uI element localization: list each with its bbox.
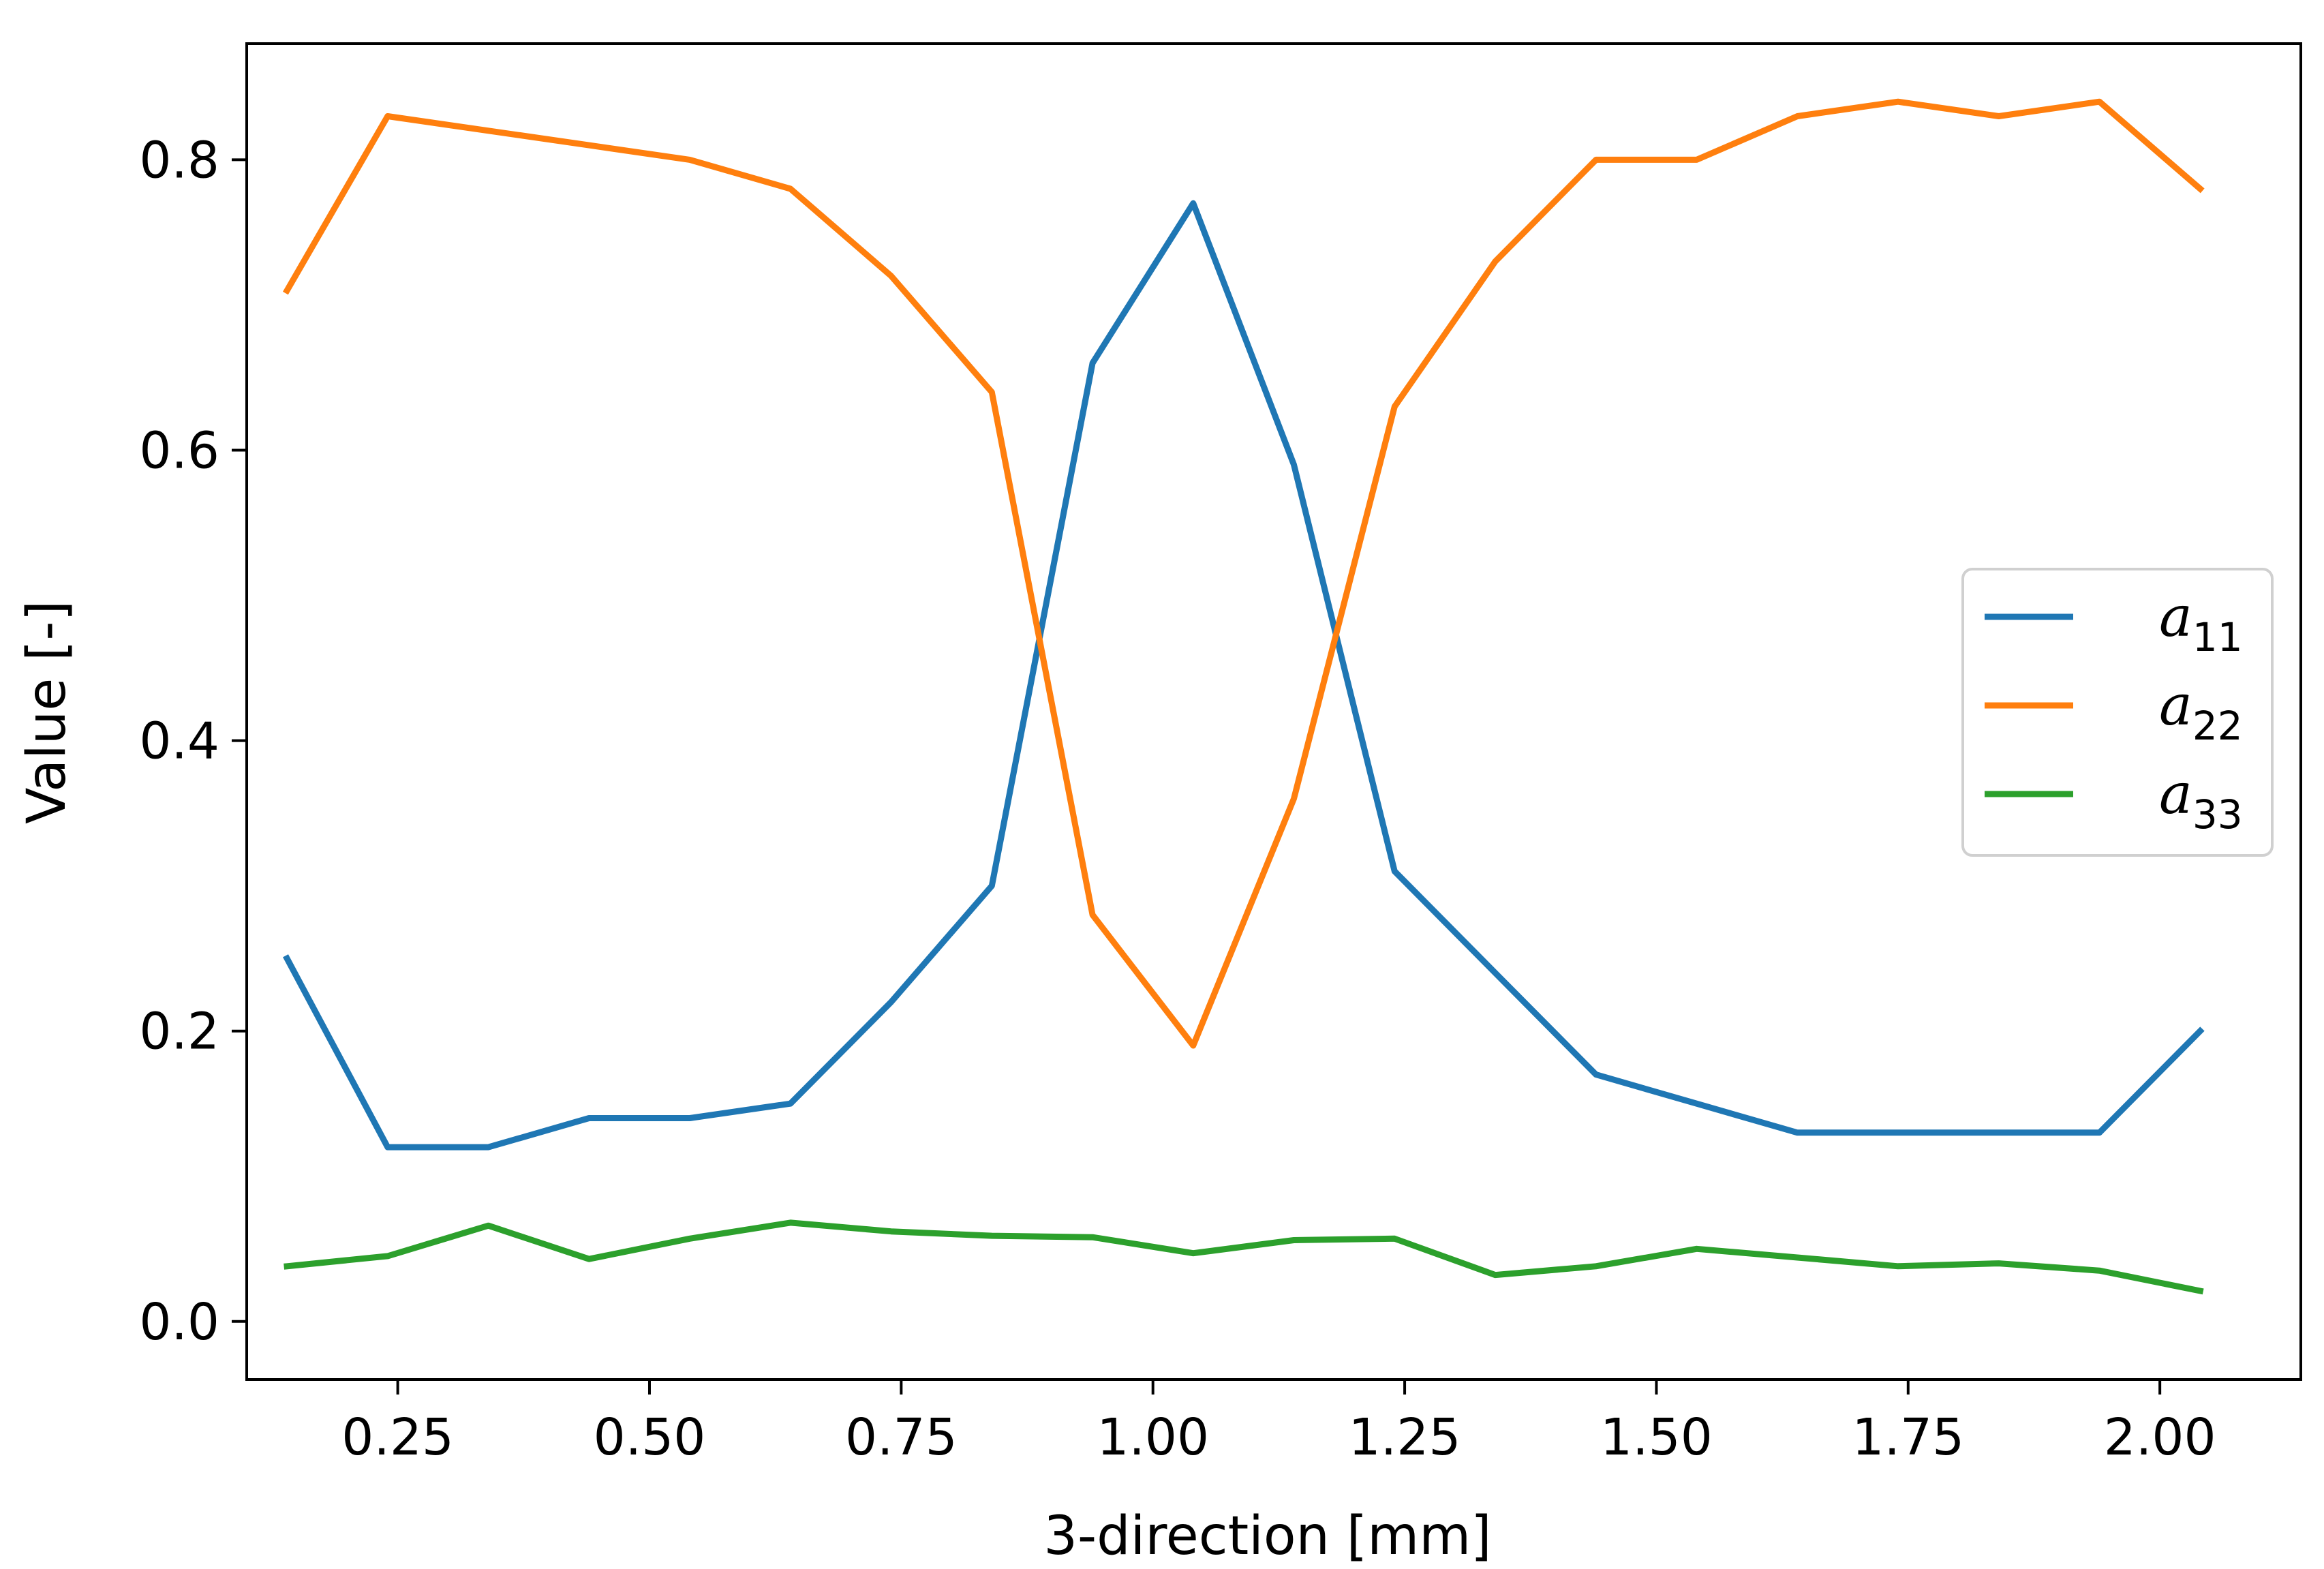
- y-tick-label: 0.2: [139, 1003, 219, 1061]
- plot-area: [247, 44, 2301, 1380]
- series-line-a22: [282, 98, 2205, 1049]
- y-tick-label: 0.8: [139, 131, 219, 189]
- x-tick-label: 2.00: [2104, 1408, 2216, 1467]
- axes-frame: [245, 42, 2302, 1381]
- x-tick-label: 1.50: [1600, 1408, 1713, 1467]
- y-tick-label: 0.6: [139, 422, 219, 481]
- plot-background: [247, 44, 2301, 1380]
- legend-subscript: 22: [2192, 703, 2243, 749]
- x-tick-label: 1.00: [1097, 1408, 1209, 1467]
- series-layer: [282, 98, 2205, 1295]
- series-line-a11: [283, 200, 2205, 1151]
- x-tick-label: 1.25: [1349, 1408, 1461, 1467]
- legend-box: [1961, 568, 2274, 857]
- axes-layer: 0.25 0.50 0.75 1.00 1.25 1.50 1.75 2.00 0.0 0.2 0.…: [139, 42, 2302, 1467]
- x-tick-label: 0.75: [845, 1408, 958, 1467]
- y-axis-title: Value [-]: [16, 600, 78, 824]
- x-tick-label: 0.25: [341, 1408, 454, 1467]
- x-axis-title: 3-direction [mm]: [1043, 1506, 1491, 1567]
- x-tick-label: 1.75: [1852, 1408, 1964, 1467]
- series-line-a33: [284, 1219, 2204, 1295]
- x-tick-label: 0.50: [594, 1408, 706, 1467]
- legend-subscript: 33: [2192, 791, 2243, 838]
- y-tick-label: 0.0: [139, 1293, 219, 1352]
- y-tick-label: 0.4: [139, 712, 219, 771]
- legend-subscript: 11: [2192, 614, 2243, 660]
